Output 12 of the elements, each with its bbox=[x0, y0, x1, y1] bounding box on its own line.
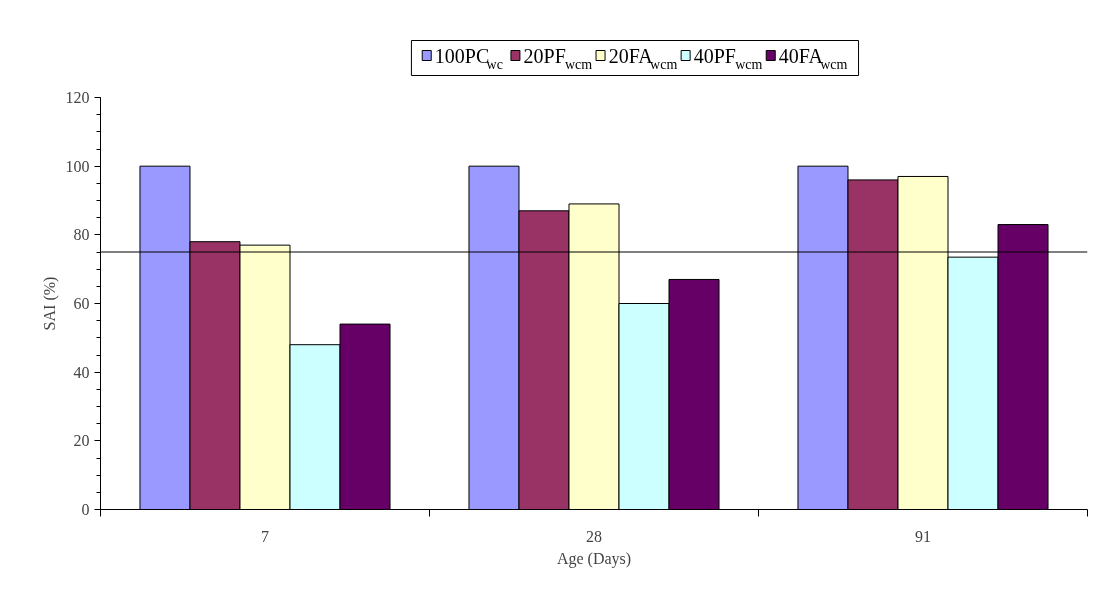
x-tick-label: 91 bbox=[915, 527, 931, 545]
x-tick-label: 7 bbox=[261, 527, 269, 545]
y-tick-label: 40 bbox=[73, 363, 90, 381]
y-tick-label: 120 bbox=[65, 89, 90, 106]
y-axis-title: SAI (%) bbox=[40, 276, 59, 331]
y-tick-label: 100 bbox=[65, 157, 90, 175]
x-tick-label: 28 bbox=[586, 527, 602, 545]
x-axis-title: Age (Days) bbox=[556, 549, 632, 568]
y-tick-label: 60 bbox=[73, 295, 90, 312]
y-tick-label: 20 bbox=[73, 432, 90, 450]
y-tick-label: 0 bbox=[81, 501, 90, 518]
y-tick-label: 80 bbox=[73, 226, 90, 244]
